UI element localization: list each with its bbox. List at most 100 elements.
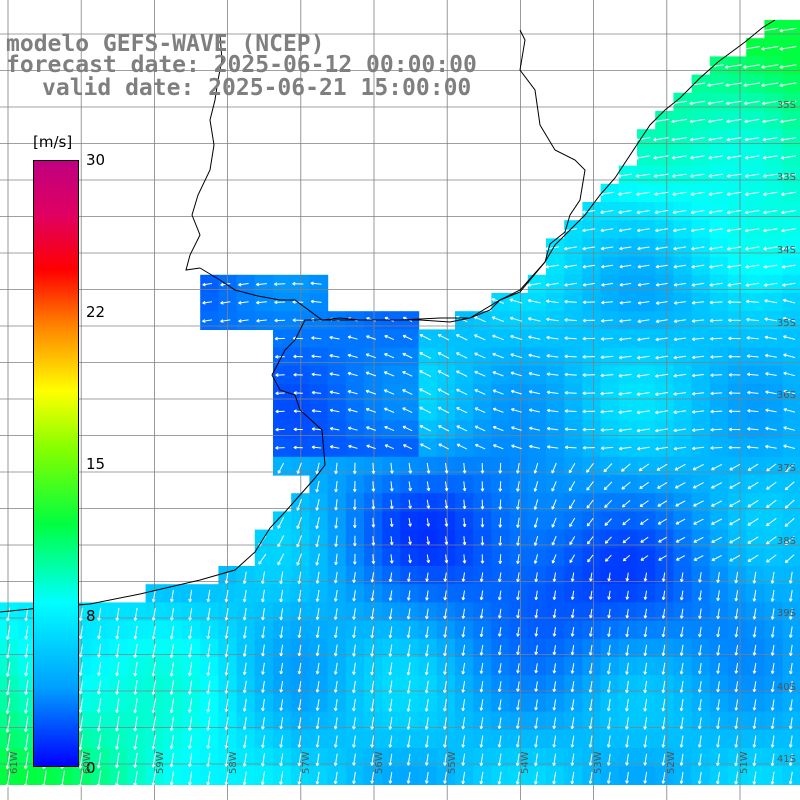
wind-arrow	[709, 282, 723, 286]
wind-arrow	[600, 374, 614, 377]
wind-arrow-head	[188, 763, 191, 767]
wind-arrow-head	[546, 299, 550, 302]
wind-arrow	[498, 645, 502, 655]
wind-arrow-head	[426, 523, 429, 527]
wind-arrow-head	[570, 670, 573, 674]
wind-arrow	[371, 644, 375, 657]
wind-arrow-head	[673, 301, 677, 304]
wind-arrow-head	[770, 725, 773, 729]
wind-arrow-head	[202, 300, 206, 304]
wind-arrow	[618, 373, 632, 377]
lat-label: 35S	[776, 100, 796, 111]
wind-arrow	[717, 771, 720, 785]
wind-arrow	[710, 319, 723, 322]
wind-arrow	[474, 407, 486, 414]
wind-arrow-head	[5, 747, 8, 751]
wind-arrow	[726, 100, 742, 105]
wind-arrow	[528, 336, 541, 340]
wind-arrow	[763, 228, 778, 232]
wind-arrow	[619, 446, 632, 450]
wind-arrow-head	[618, 228, 622, 232]
wind-arrow	[691, 246, 705, 250]
wind-arrow-head	[511, 426, 515, 428]
wind-arrow-head	[788, 598, 791, 602]
wind-arrow-head	[716, 634, 719, 638]
wind-arrow	[783, 372, 796, 377]
wind-arrow	[444, 644, 447, 657]
wind-arrow-head	[78, 654, 81, 658]
wind-arrow-head	[516, 506, 518, 510]
wind-arrow	[262, 753, 265, 767]
wind-arrow-head	[389, 542, 393, 546]
wind-arrow-head	[729, 540, 732, 544]
wind-arrow	[727, 282, 741, 286]
wind-arrow-head	[707, 119, 712, 123]
wind-arrow-head	[275, 354, 279, 358]
wind-arrow-head	[763, 264, 767, 268]
wind-arrow-head	[348, 444, 352, 447]
wind-arrow	[527, 299, 541, 304]
wind-arrow-head	[352, 488, 356, 492]
wind-arrow-head	[206, 763, 209, 767]
wind-arrow	[330, 446, 340, 449]
wind-arrow-head	[242, 763, 245, 767]
wind-arrow	[170, 716, 174, 731]
wind-arrow	[6, 698, 11, 714]
wind-arrow-head	[675, 557, 679, 561]
wind-arrow	[673, 355, 687, 359]
wind-arrow-head	[334, 543, 337, 547]
wind-arrow-head	[238, 282, 242, 286]
wind-arrow	[256, 301, 267, 304]
wind-arrow	[644, 644, 648, 656]
wind-arrow-head	[600, 210, 604, 213]
wind-arrow-head	[462, 524, 466, 528]
wind-arrow	[207, 771, 211, 785]
wind-arrow-head	[711, 466, 714, 470]
wind-arrow-head	[726, 210, 730, 214]
wind-arrow-head	[709, 300, 713, 304]
wind-arrow	[438, 443, 449, 450]
wind-arrow	[334, 571, 338, 584]
wind-arrow	[152, 771, 156, 786]
wind-arrow-head	[220, 301, 224, 304]
wind-arrow	[656, 301, 668, 304]
colorbar-unit: [m/s]	[33, 133, 73, 151]
wind-arrow-head	[408, 505, 411, 509]
wind-arrow	[753, 590, 757, 602]
wind-arrow	[589, 626, 593, 637]
wind-arrow-head	[133, 746, 136, 750]
wind-arrow	[771, 626, 775, 638]
wind-arrow-head	[479, 744, 482, 748]
wind-arrow-head	[589, 578, 591, 582]
wind-arrow	[653, 118, 669, 123]
wind-arrow	[766, 463, 777, 472]
wind-arrow	[189, 607, 193, 621]
wind-arrow	[780, 100, 797, 105]
wind-arrow-head	[534, 725, 537, 729]
wind-arrow-head	[188, 727, 190, 731]
wind-arrow-head	[534, 651, 537, 655]
wind-arrow	[657, 518, 667, 525]
wind-arrow	[619, 228, 632, 232]
wind-arrow-head	[311, 372, 315, 375]
wind-arrow-head	[747, 390, 751, 393]
wind-arrow-head	[770, 670, 773, 674]
wind-arrow-head	[224, 635, 227, 639]
wind-arrow-head	[443, 634, 446, 638]
wind-arrow	[372, 499, 374, 510]
wind-arrow-head	[693, 557, 697, 561]
wind-arrow-head	[279, 598, 282, 603]
wind-arrow	[329, 336, 340, 340]
wind-arrow-head	[315, 507, 318, 511]
wind-arrow	[535, 753, 538, 766]
wind-arrow-head	[479, 689, 482, 693]
wind-arrow	[779, 82, 797, 87]
wind-arrow	[347, 408, 358, 413]
wind-arrow-head	[618, 428, 622, 432]
wind-arrow-head	[636, 410, 640, 414]
wind-arrow-head	[388, 708, 391, 712]
wind-arrow	[402, 371, 413, 377]
wind-arrow-head	[746, 336, 750, 339]
wind-arrow-head	[782, 298, 787, 301]
wind-arrow-head	[533, 470, 536, 474]
